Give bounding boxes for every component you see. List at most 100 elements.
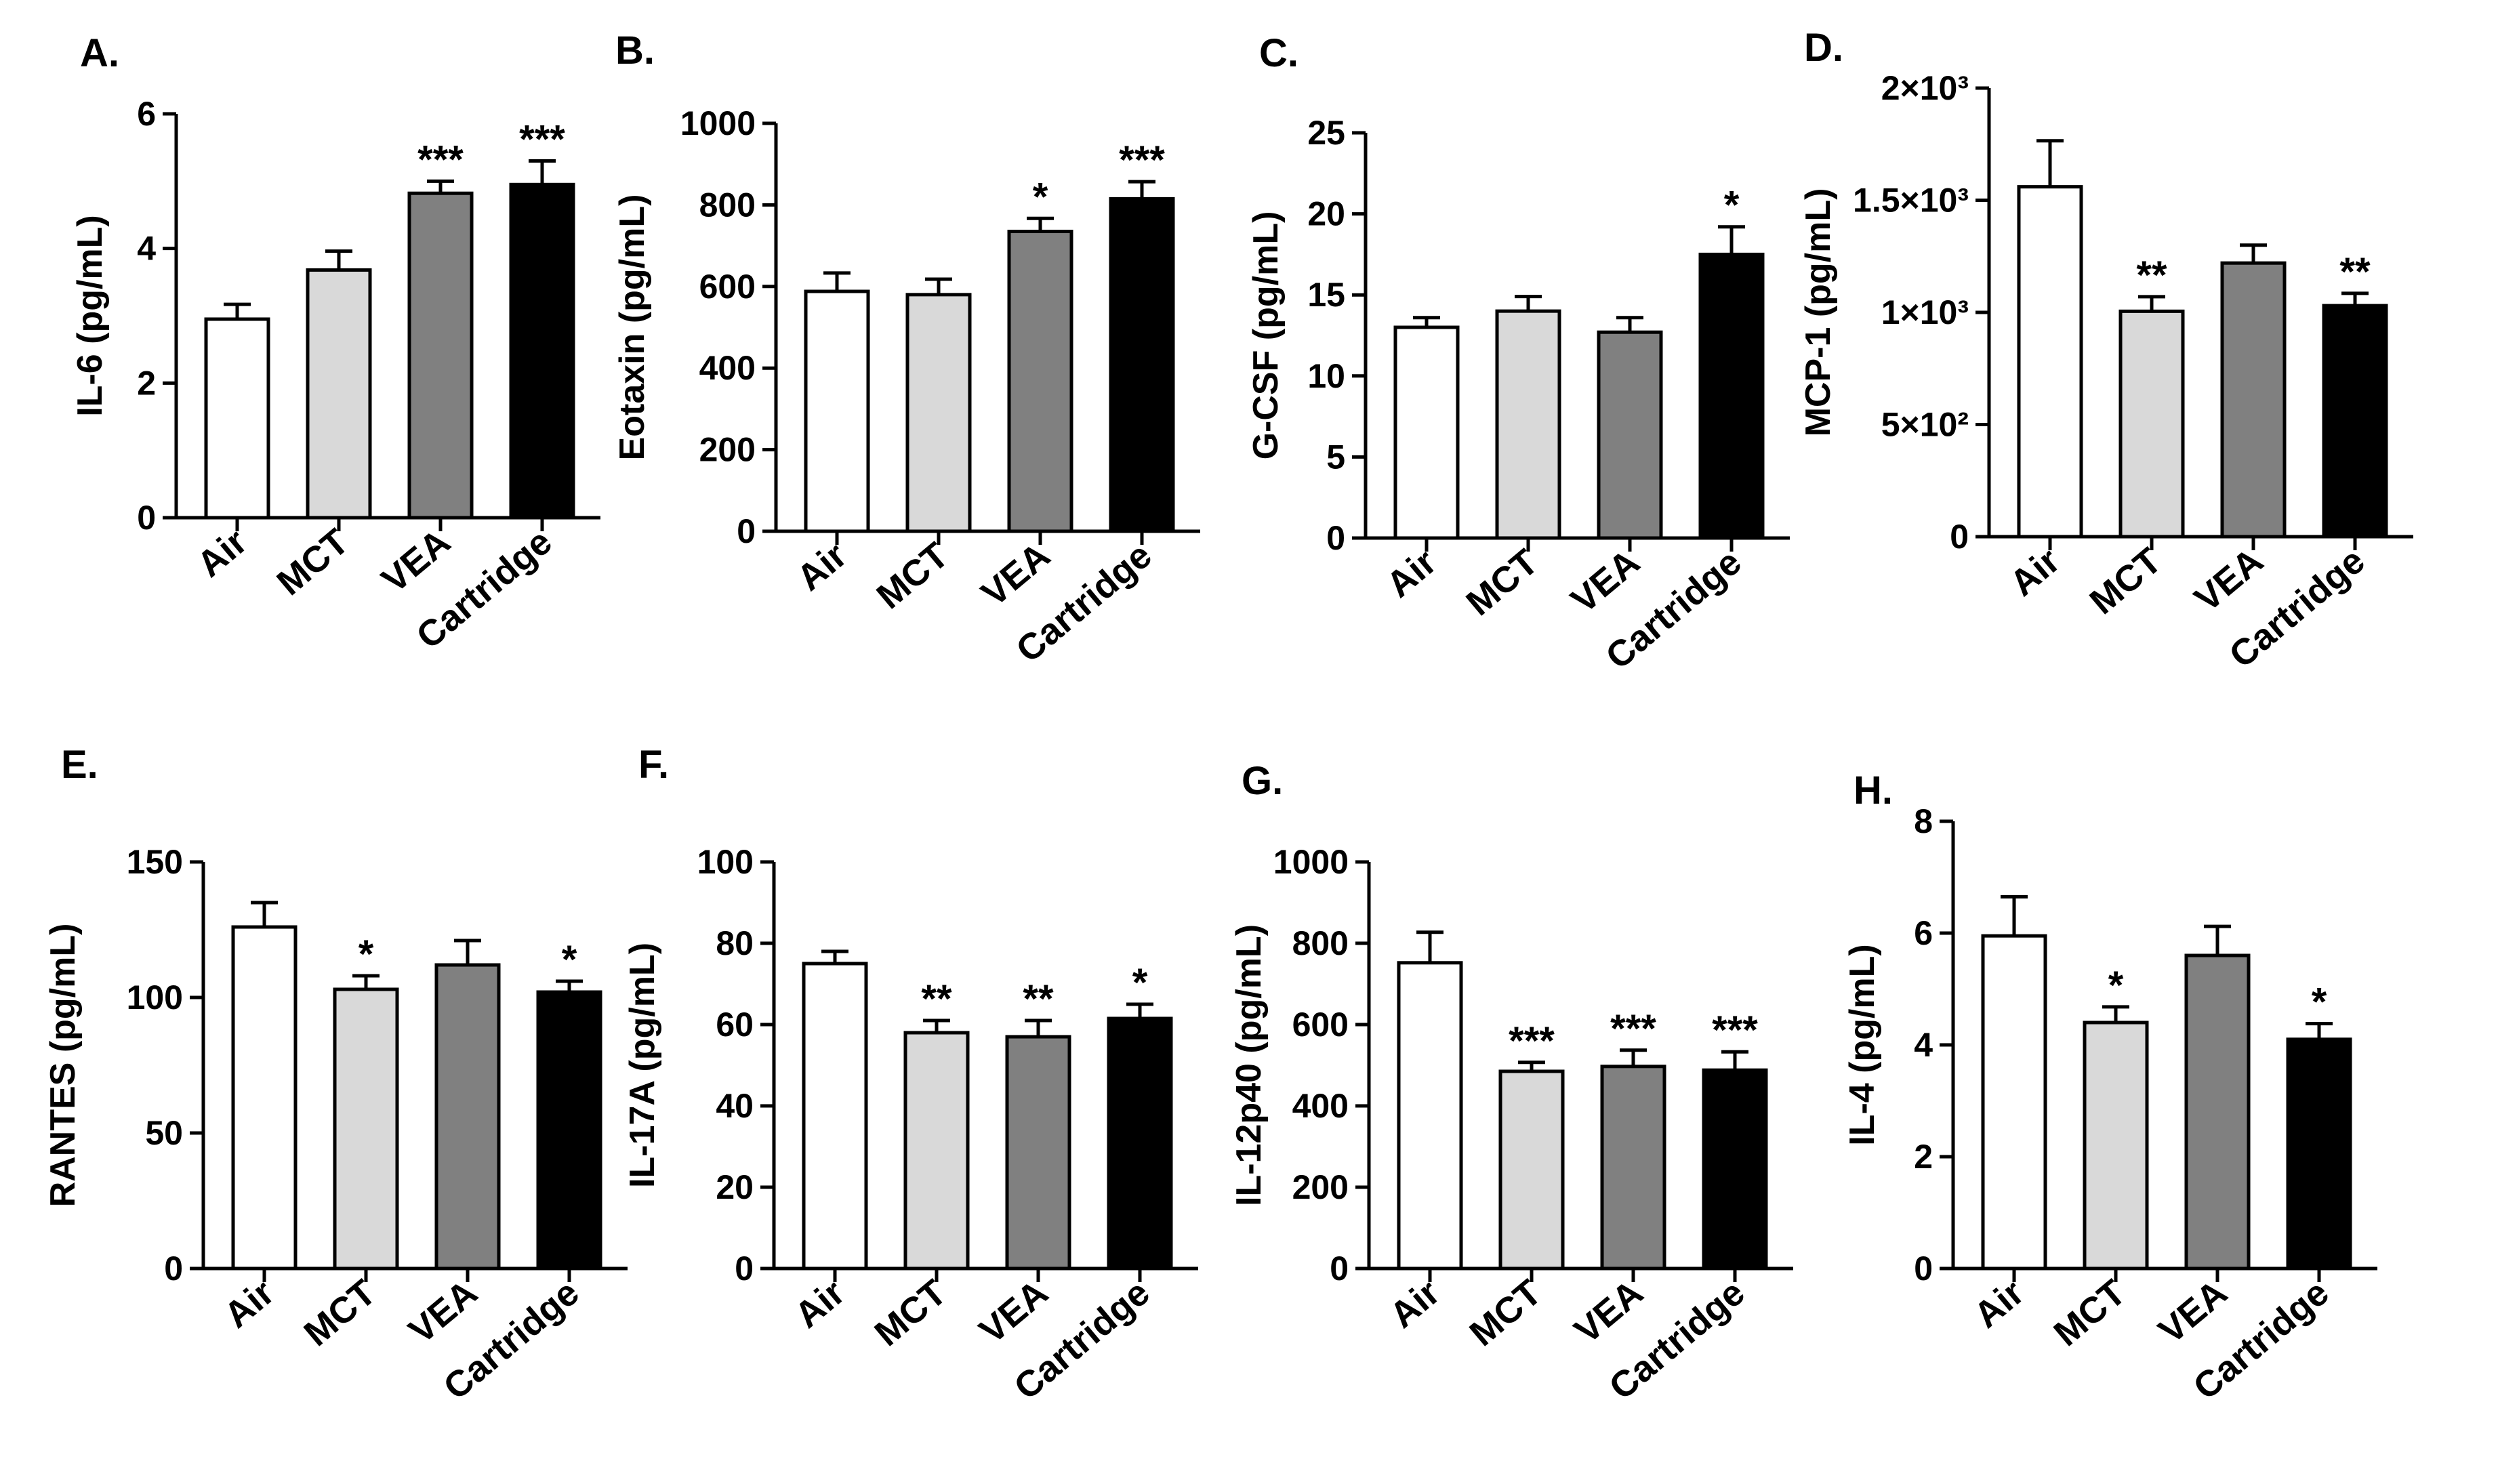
- x-tick-label: Air: [217, 1272, 282, 1336]
- y-tick-label: 15: [1307, 276, 1345, 314]
- bar-mct: [2118, 309, 2185, 539]
- significance-marker: *: [1724, 184, 1740, 228]
- x-tick-label: Air: [190, 521, 255, 585]
- y-axis-title: MCP-1 (pg/mL): [1799, 188, 1838, 437]
- bar-air: [204, 317, 270, 520]
- panel-label: C.: [1259, 31, 1298, 75]
- x-tick-label: MCT: [1459, 541, 1546, 623]
- x-tick-label: MCT: [270, 521, 356, 603]
- bar-air: [2017, 185, 2083, 539]
- y-tick-label: 0: [735, 1250, 754, 1287]
- y-tick-label: 8: [1914, 802, 1933, 840]
- bar-air: [1981, 934, 2047, 1271]
- bar-mct: [333, 987, 399, 1271]
- x-tick-label: Air: [1383, 1272, 1448, 1336]
- bar-cartridge: [1107, 1016, 1173, 1271]
- panel-label: E.: [61, 743, 98, 787]
- y-tick-label: 600: [699, 268, 756, 306]
- y-tick-label: 600: [1292, 1006, 1349, 1044]
- bar-air: [231, 925, 298, 1271]
- x-tick-label: Air: [1379, 541, 1444, 605]
- x-tick-label: VEA: [1567, 1272, 1651, 1351]
- bar-vea: [1005, 1035, 1071, 1271]
- y-tick-label: 100: [127, 978, 183, 1016]
- bar-mct: [1498, 1069, 1565, 1271]
- bar-cartridge: [509, 182, 575, 520]
- bar-air: [1397, 961, 1463, 1271]
- bar-cartridge: [1109, 197, 1175, 533]
- y-tick-label: 20: [716, 1168, 754, 1206]
- y-tick-label: 5×10²: [1881, 406, 1969, 444]
- significance-marker: **: [921, 977, 952, 1021]
- y-tick-label: 1×10³: [1881, 293, 1969, 331]
- x-tick-label: VEA: [1563, 541, 1647, 621]
- y-axis-title: RANTES (pg/mL): [43, 924, 83, 1208]
- y-tick-label: 800: [1292, 924, 1349, 962]
- significance-marker: **: [1023, 977, 1054, 1021]
- y-tick-label: 6: [137, 95, 156, 133]
- y-tick-label: 0: [137, 499, 156, 537]
- y-tick-label: 80: [716, 924, 754, 962]
- x-tick-label: Air: [787, 1272, 853, 1336]
- y-tick-label: 50: [145, 1114, 183, 1152]
- bar-cartridge: [1698, 252, 1765, 540]
- y-tick-label: 800: [699, 186, 756, 224]
- panel-label: G.: [1242, 759, 1283, 803]
- y-tick-label: 2×10³: [1881, 69, 1969, 107]
- significance-marker: *: [2312, 981, 2327, 1025]
- bar-cartridge: [1702, 1068, 1768, 1271]
- bar-mct: [905, 293, 972, 533]
- x-tick-label: MCT: [869, 535, 956, 617]
- significance-marker: *: [359, 932, 374, 976]
- y-tick-label: 40: [716, 1087, 754, 1125]
- x-tick-label: MCT: [2047, 1272, 2133, 1354]
- significance-marker: ***: [1119, 138, 1165, 182]
- x-tick-label: Air: [790, 535, 855, 598]
- y-tick-label: 25: [1307, 114, 1345, 152]
- significance-marker: ***: [519, 118, 565, 162]
- bar-mct: [2083, 1021, 2149, 1271]
- significance-marker: ***: [1610, 1007, 1656, 1051]
- x-tick-label: MCT: [1462, 1272, 1549, 1354]
- y-tick-label: 400: [1292, 1087, 1349, 1125]
- significance-marker: *: [1132, 961, 1148, 1005]
- panel-label: D.: [1804, 26, 1843, 70]
- bar-cartridge: [536, 990, 602, 1271]
- y-tick-label: 0: [1330, 1250, 1349, 1287]
- x-tick-label: MCT: [867, 1272, 954, 1354]
- panel-f: F. 0 20 40 60 80 100 IL-17A (pg/mL) Air ** MCT ** VE…: [623, 743, 1198, 1407]
- bar-vea: [407, 191, 474, 520]
- bar-vea: [2220, 261, 2287, 539]
- bar-cartridge: [2322, 304, 2388, 539]
- x-tick-label: VEA: [974, 535, 1058, 614]
- x-tick-label: VEA: [401, 1272, 485, 1351]
- y-tick-label: 0: [1914, 1250, 1933, 1287]
- bar-air: [804, 289, 870, 533]
- panel-label: B.: [615, 28, 655, 73]
- y-tick-label: 20: [1307, 195, 1345, 233]
- significance-marker: *: [1033, 175, 1048, 219]
- x-tick-label: VEA: [374, 521, 458, 600]
- significance-marker: ***: [1712, 1008, 1758, 1052]
- y-tick-label: 0: [737, 512, 756, 550]
- panel-b: B. 0 200 400 600 800 1000 Eotaxin (pg/mL) Air MCT…: [613, 28, 1200, 670]
- y-tick-label: 400: [699, 349, 756, 387]
- y-tick-label: 2: [137, 364, 156, 402]
- significance-marker: *: [562, 938, 577, 982]
- y-tick-label: 0: [1326, 519, 1345, 557]
- y-axis-title: IL-6 (pg/mL): [70, 215, 110, 417]
- x-tick-label: MCT: [2083, 540, 2169, 622]
- bar-vea: [1600, 1065, 1666, 1271]
- significance-marker: **: [2136, 253, 2167, 297]
- y-tick-label: 150: [127, 843, 183, 881]
- y-tick-label: 200: [1292, 1168, 1349, 1206]
- x-tick-label: VEA: [2151, 1272, 2235, 1351]
- significance-marker: ***: [1509, 1019, 1555, 1063]
- y-tick-label: 200: [699, 431, 756, 469]
- y-tick-label: 4: [1914, 1026, 1933, 1064]
- y-axis-title: G-CSF (pg/mL): [1246, 211, 1286, 460]
- x-tick-label: MCT: [297, 1272, 384, 1354]
